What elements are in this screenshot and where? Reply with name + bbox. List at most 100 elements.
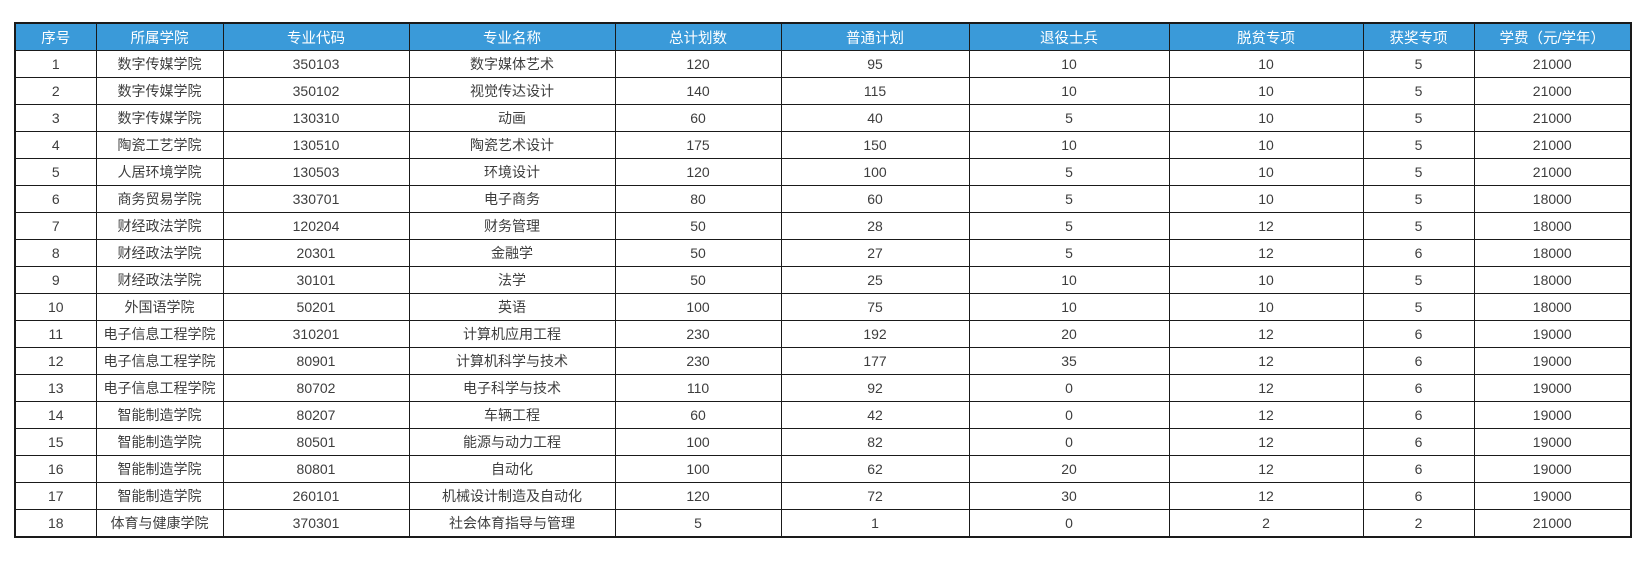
table-cell: 11 — [14, 320, 97, 348]
table-cell: 社会体育指导与管理 — [408, 509, 616, 538]
table-cell: 英语 — [408, 293, 616, 321]
column-header: 专业代码 — [222, 22, 410, 51]
table-cell: 110 — [614, 374, 782, 402]
table-cell: 1 — [780, 509, 970, 538]
table-cell: 40 — [780, 104, 970, 132]
table-cell: 数字媒体艺术 — [408, 50, 616, 78]
table-cell: 120204 — [222, 212, 410, 240]
table-row: 6 商务贸易学院 330701 电子商务 80 60 5 10 5 18000 — [14, 185, 1632, 213]
table-cell: 12 — [1168, 239, 1364, 267]
table-cell: 370301 — [222, 509, 410, 538]
table-body: 1 数字传媒学院 350103 数字媒体艺术 120 95 10 10 5 21000 2 数字传媒学… — [14, 50, 1632, 538]
table-cell: 10 — [1168, 266, 1364, 294]
table-row: 3 数字传媒学院 130310 动画 60 40 5 10 5 21000 — [14, 104, 1632, 132]
table-cell: 25 — [780, 266, 970, 294]
table-cell: 42 — [780, 401, 970, 429]
table-cell: 14 — [14, 401, 97, 429]
table-cell: 5 — [1362, 104, 1475, 132]
table-cell: 2 — [1168, 509, 1364, 538]
table-row: 13 电子信息工程学院 80702 电子科学与技术 110 92 0 12 6 19000 — [14, 374, 1632, 402]
table-cell: 12 — [1168, 401, 1364, 429]
table-cell: 12 — [1168, 212, 1364, 240]
table-cell: 80801 — [222, 455, 410, 483]
table-cell: 体育与健康学院 — [95, 509, 224, 538]
table-cell: 20 — [968, 455, 1170, 483]
table-cell: 5 — [14, 158, 97, 186]
table-cell: 6 — [1362, 482, 1475, 510]
table-cell: 21000 — [1473, 104, 1632, 132]
table-cell: 175 — [614, 131, 782, 159]
table-cell: 72 — [780, 482, 970, 510]
table-cell: 120 — [614, 158, 782, 186]
table-cell: 350103 — [222, 50, 410, 78]
table-cell: 10 — [1168, 158, 1364, 186]
table-cell: 100 — [614, 428, 782, 456]
table-cell: 75 — [780, 293, 970, 321]
table-cell: 50 — [614, 239, 782, 267]
table-cell: 数字传媒学院 — [95, 104, 224, 132]
table-cell: 数字传媒学院 — [95, 50, 224, 78]
table-cell: 13 — [14, 374, 97, 402]
table-cell: 260101 — [222, 482, 410, 510]
table-cell: 10 — [1168, 185, 1364, 213]
table-cell: 5 — [968, 239, 1170, 267]
table-cell: 3 — [14, 104, 97, 132]
column-header: 学费（元/学年） — [1473, 22, 1632, 51]
table-cell: 19000 — [1473, 320, 1632, 348]
table-cell: 19000 — [1473, 401, 1632, 429]
table-cell: 62 — [780, 455, 970, 483]
column-header: 所属学院 — [95, 22, 224, 51]
table-cell: 金融学 — [408, 239, 616, 267]
table-cell: 19000 — [1473, 455, 1632, 483]
table-cell: 商务贸易学院 — [95, 185, 224, 213]
table-cell: 120 — [614, 482, 782, 510]
table-cell: 10 — [1168, 131, 1364, 159]
table-cell: 电子信息工程学院 — [95, 320, 224, 348]
table-cell: 230 — [614, 320, 782, 348]
table-cell: 0 — [968, 428, 1170, 456]
table-cell: 0 — [968, 401, 1170, 429]
table-cell: 60 — [614, 104, 782, 132]
table-cell: 330701 — [222, 185, 410, 213]
table-cell: 18000 — [1473, 293, 1632, 321]
table-cell: 95 — [780, 50, 970, 78]
table-cell: 智能制造学院 — [95, 455, 224, 483]
table-cell: 20 — [968, 320, 1170, 348]
table-cell: 5 — [968, 158, 1170, 186]
table-cell: 130310 — [222, 104, 410, 132]
table-cell: 150 — [780, 131, 970, 159]
table-cell: 10 — [968, 131, 1170, 159]
table-cell: 100 — [614, 293, 782, 321]
table-cell: 92 — [780, 374, 970, 402]
table-cell: 12 — [1168, 347, 1364, 375]
table-row: 10 外国语学院 50201 英语 100 75 10 10 5 18000 — [14, 293, 1632, 321]
table-row: 16 智能制造学院 80801 自动化 100 62 20 12 6 19000 — [14, 455, 1632, 483]
table-cell: 5 — [968, 212, 1170, 240]
table-cell: 10 — [968, 77, 1170, 105]
enrollment-plan-table: 序号 所属学院 专业代码 专业名称 总计划数 普通计划 退役士兵 脱贫专项 获奖专项 学费（元/学… — [14, 22, 1632, 538]
table-row: 18 体育与健康学院 370301 社会体育指导与管理 5 1 0 2 2 21000 — [14, 509, 1632, 538]
table-cell: 6 — [1362, 320, 1475, 348]
table-cell: 财经政法学院 — [95, 239, 224, 267]
table-cell: 8 — [14, 239, 97, 267]
table-row: 5 人居环境学院 130503 环境设计 120 100 5 10 5 21000 — [14, 158, 1632, 186]
table-cell: 50 — [614, 212, 782, 240]
table-cell: 28 — [780, 212, 970, 240]
table-cell: 计算机科学与技术 — [408, 347, 616, 375]
table-cell: 30 — [968, 482, 1170, 510]
table-cell: 2 — [14, 77, 97, 105]
table-cell: 50201 — [222, 293, 410, 321]
table-cell: 10 — [1168, 77, 1364, 105]
table-cell: 21000 — [1473, 131, 1632, 159]
table-cell: 10 — [1168, 50, 1364, 78]
table-cell: 车辆工程 — [408, 401, 616, 429]
table-cell: 5 — [968, 104, 1170, 132]
table-cell: 18000 — [1473, 239, 1632, 267]
table-cell: 10 — [14, 293, 97, 321]
table-cell: 350102 — [222, 77, 410, 105]
table-cell: 智能制造学院 — [95, 401, 224, 429]
table-cell: 5 — [614, 509, 782, 538]
table-row: 8 财经政法学院 20301 金融学 50 27 5 12 6 18000 — [14, 239, 1632, 267]
table-cell: 0 — [968, 509, 1170, 538]
table-cell: 5 — [1362, 131, 1475, 159]
